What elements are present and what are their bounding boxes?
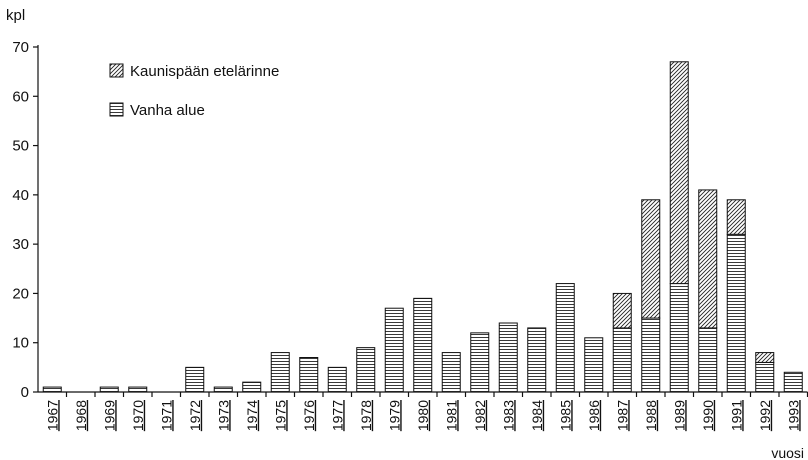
x-axis-label: vuosi — [771, 445, 804, 460]
x-tick-label-1983: 1983 — [500, 400, 516, 431]
legend: Kaunispään etelärinne Vanha alue — [109, 63, 279, 119]
legend-item-kaunispaa: Kaunispään etelärinne — [109, 63, 279, 80]
bar-vanha-alue-1972 — [185, 366, 205, 393]
x-tick-label-1978: 1978 — [358, 400, 374, 431]
bar-kaunispaa-1988 — [641, 199, 661, 319]
x-tick-label-1987: 1987 — [614, 400, 630, 431]
x-tick-label-1976: 1976 — [301, 400, 317, 431]
bar-vanha-alue-1988 — [641, 317, 661, 393]
x-tick-label-1974: 1974 — [244, 400, 260, 431]
y-axis: 0 10 20 30 40 50 60 70 — [12, 39, 39, 401]
bar-kaunispaa-1990 — [698, 189, 718, 329]
y-tick-label: 50 — [12, 138, 29, 155]
x-tick-label-1977: 1977 — [329, 400, 345, 431]
bar-vanha-alue-1969 — [99, 386, 119, 393]
bar-kaunispaa-1992 — [755, 352, 775, 363]
x-tick-label-1992: 1992 — [757, 400, 773, 431]
bar-vanha-alue-1986 — [584, 337, 604, 393]
bar-vanha-alue-1967 — [42, 386, 62, 393]
y-tick-label: 40 — [12, 187, 29, 204]
x-tick-label-1988: 1988 — [643, 400, 659, 431]
bar-vanha-alue-1984 — [527, 327, 547, 393]
y-axis-label: kpl — [6, 7, 25, 24]
bar-vanha-alue-1991 — [726, 233, 746, 393]
bar-vanha-alue-1974 — [242, 381, 262, 393]
x-tick-label-1967: 1967 — [44, 400, 60, 431]
x-tick-label-1991: 1991 — [728, 400, 744, 431]
y-tick-label: 30 — [12, 236, 29, 253]
legend-label-kaunispaa: Kaunispään etelärinne — [130, 63, 279, 80]
x-tick-label-1971: 1971 — [158, 400, 174, 431]
x-tick-label-1972: 1972 — [187, 400, 203, 431]
x-tick-label-1970: 1970 — [130, 400, 146, 431]
bar-vanha-alue-1976 — [299, 357, 319, 393]
bar-vanha-alue-1993 — [783, 371, 803, 393]
bar-vanha-alue-1992 — [755, 361, 775, 393]
x-tick-label-1984: 1984 — [529, 400, 545, 431]
bar-kaunispaa-1987 — [612, 292, 632, 329]
x-tick-label-1969: 1969 — [101, 400, 117, 431]
legend-label-vanha-alue: Vanha alue — [130, 102, 205, 119]
bar-vanha-alue-1977 — [327, 366, 347, 393]
x-axis: 1967 1968 1969 1970 1971 1972 1973 1974 1975 1976… — [38, 391, 808, 431]
bar-vanha-alue-1990 — [698, 327, 718, 393]
x-tick-label-1985: 1985 — [557, 400, 573, 431]
y-tick-label: 10 — [12, 335, 29, 352]
bar-vanha-alue-1981 — [441, 352, 461, 393]
legend-swatch-vanha-alue — [109, 102, 124, 117]
y-tick-label: 20 — [12, 285, 29, 302]
bar-vanha-alue-1985 — [555, 283, 575, 393]
bars — [42, 61, 803, 393]
y-tick-label: 70 — [12, 39, 29, 56]
x-tick-label-1989: 1989 — [671, 400, 687, 431]
bar-vanha-alue-1989 — [669, 283, 689, 393]
y-tick-label: 0 — [21, 384, 29, 401]
x-tick-label-1979: 1979 — [386, 400, 402, 431]
bar-vanha-alue-1982 — [470, 332, 490, 393]
y-tick-label: 60 — [12, 88, 29, 105]
legend-swatch-kaunispaa — [109, 63, 124, 78]
bar-kaunispaa-1989 — [669, 61, 689, 285]
bar-vanha-alue-1983 — [498, 322, 518, 393]
bar-kaunispaa-1991 — [726, 199, 746, 235]
x-tick-label-1975: 1975 — [272, 400, 288, 431]
bar-vanha-alue-1980 — [413, 297, 433, 393]
x-tick-label-1986: 1986 — [586, 400, 602, 431]
x-tick-label-1981: 1981 — [443, 400, 459, 431]
bar-vanha-alue-1979 — [384, 307, 404, 393]
bar-vanha-alue-1973 — [213, 386, 233, 393]
x-tick-label-1968: 1968 — [73, 400, 89, 431]
x-tick-label-1973: 1973 — [215, 400, 231, 431]
bar-vanha-alue-1978 — [356, 347, 376, 393]
legend-item-vanha-alue: Vanha alue — [109, 102, 205, 119]
bar-vanha-alue-1987 — [612, 327, 632, 393]
x-tick-label-1982: 1982 — [472, 400, 488, 431]
bar-vanha-alue-1970 — [128, 386, 148, 393]
x-tick-label-1990: 1990 — [700, 400, 716, 431]
x-tick-label-1980: 1980 — [415, 400, 431, 431]
bar-vanha-alue-1975 — [270, 352, 290, 393]
x-tick-label-1993: 1993 — [785, 400, 801, 431]
